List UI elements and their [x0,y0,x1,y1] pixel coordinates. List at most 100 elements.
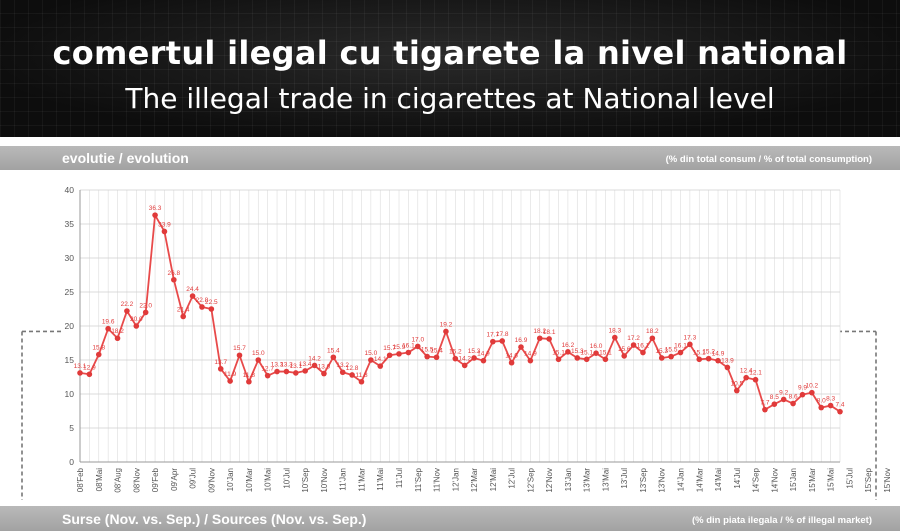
data-point [443,328,449,335]
data-point [77,370,83,376]
data-label: 18.2 [646,328,659,335]
data-label: 16.1 [402,343,415,350]
data-point [405,349,412,356]
data-label: 17.0 [411,336,424,343]
x-tick-label: 08'Feb [76,467,85,492]
data-label: 13.1 [74,363,87,370]
data-point [293,370,299,376]
data-point [311,362,318,369]
data-label: 14.2 [308,355,321,362]
data-point [227,378,233,384]
data-label: 36.3 [149,205,162,212]
data-label: 8.3 [826,396,835,403]
data-label: 21.4 [177,306,190,313]
x-tick-label: 15'Mai [827,468,836,492]
data-point [715,357,721,364]
data-point [339,369,346,376]
data-point [199,304,205,310]
x-tick-label: 14'Sep [752,467,761,492]
x-tick-label: 15'Jul [845,468,854,489]
data-point [264,372,271,379]
data-label: 12.7 [261,366,274,373]
data-point [114,335,121,342]
data-label: 9.2 [779,389,788,396]
x-tick-label: 14'Mai [714,468,723,492]
data-label: 15.7 [233,345,246,352]
data-point [452,355,459,362]
x-tick-label: 13'Sep [639,467,648,492]
data-point [358,378,365,385]
data-point [752,376,759,383]
x-tick-label: 12'Jul [508,468,517,489]
data-point [621,353,627,359]
data-point [677,349,684,356]
data-point [705,355,712,362]
x-tick-label: 11'Mai [376,468,385,491]
data-label: 12.4 [740,368,753,375]
x-tick-label: 08'Nov [132,468,141,493]
data-point [274,368,280,375]
data-label: 15.1 [693,349,706,356]
data-label: 13.3 [280,362,293,369]
data-point [161,228,168,235]
sources-section-bar: Surse (Nov. vs. Sep.) / Sources (Nov. vs… [0,506,900,531]
x-tick-label: 12'Nov [545,468,554,493]
data-label: 13.1 [289,363,302,370]
data-point [255,357,262,363]
data-point [349,372,355,378]
x-tick-label: 10'Mai [264,468,273,492]
data-point [189,293,196,299]
data-point [724,364,731,371]
data-label: 10.5 [730,381,743,388]
data-point [171,276,177,283]
data-label: 22.0 [139,302,152,309]
data-label: 19.6 [102,319,115,326]
x-tick-label: 10'Jul [282,468,291,489]
data-label: 16.9 [515,337,528,344]
data-point [133,323,140,329]
x-tick-label: 11'Sep [414,467,423,492]
data-label: 9.9 [798,385,807,392]
data-point [283,368,290,375]
data-label: 10.2 [806,383,819,390]
data-label: 15.0 [365,350,378,357]
right-bracket-line [838,330,877,500]
data-point [546,336,552,342]
evolution-label: evolutie / evolution [62,150,189,166]
x-tick-label: 10'Sep [301,467,310,492]
data-point [302,368,308,374]
x-tick-label: 12'Mai [489,468,498,492]
data-point [386,352,393,359]
data-label: 11.9 [224,371,237,378]
data-point [612,334,618,341]
data-label: 15.4 [430,347,443,354]
data-point [142,309,149,316]
x-tick-label: 14'Jan [676,468,685,491]
x-tick-label: 14'Jul [733,468,742,489]
data-label: 13.0 [318,364,331,371]
x-tick-label: 12'Jan [451,468,460,491]
data-label: 8.5 [770,394,779,401]
x-tick-label: 11'Jan [339,468,348,491]
data-point [105,325,111,332]
data-label: 33.9 [158,221,171,228]
data-label: 14.9 [477,351,490,358]
y-tick-label: 0 [69,457,74,467]
data-label: 18.2 [111,328,124,335]
y-tick-label: 5 [69,423,74,433]
data-label: 17.8 [496,331,509,338]
y-tick-label: 30 [65,253,75,263]
data-point [630,342,637,348]
data-label: 14.9 [524,351,537,358]
data-label: 15.8 [92,345,105,352]
data-label: 17.3 [684,334,697,341]
data-label: 7.4 [835,402,844,409]
data-label: 16.1 [637,343,650,350]
data-point [480,357,487,364]
data-label: 15.2 [449,349,462,356]
data-point [124,308,130,314]
x-tick-label: 11'Jul [395,468,404,488]
data-label: 13.2 [336,362,349,369]
x-tick-label: 09'Feb [151,467,160,492]
data-label: 16.2 [562,342,575,349]
